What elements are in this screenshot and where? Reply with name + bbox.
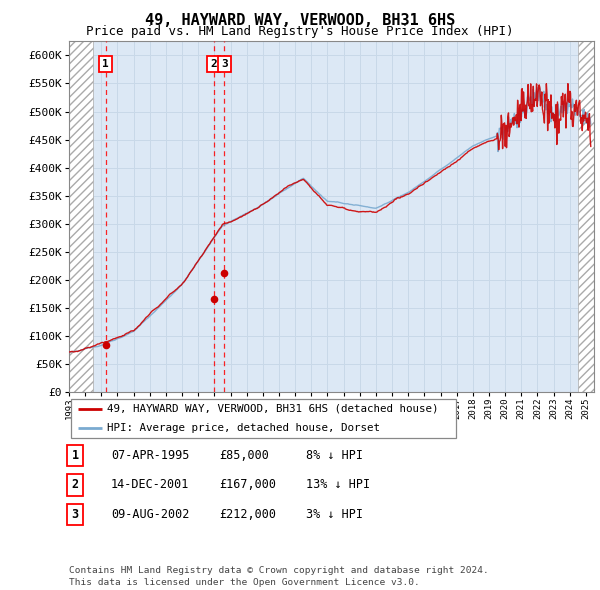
Text: 8% ↓ HPI: 8% ↓ HPI <box>306 449 363 462</box>
Text: 1: 1 <box>71 449 79 462</box>
Text: 07-APR-1995: 07-APR-1995 <box>111 449 190 462</box>
Text: 49, HAYWARD WAY, VERWOOD, BH31 6HS (detached house): 49, HAYWARD WAY, VERWOOD, BH31 6HS (deta… <box>107 404 439 414</box>
FancyBboxPatch shape <box>71 399 456 438</box>
Text: £167,000: £167,000 <box>219 478 276 491</box>
Text: Contains HM Land Registry data © Crown copyright and database right 2024.
This d: Contains HM Land Registry data © Crown c… <box>69 566 489 587</box>
Text: 2: 2 <box>71 478 79 491</box>
Text: HPI: Average price, detached house, Dorset: HPI: Average price, detached house, Dors… <box>107 423 380 433</box>
Text: Price paid vs. HM Land Registry's House Price Index (HPI): Price paid vs. HM Land Registry's House … <box>86 25 514 38</box>
Text: 3: 3 <box>221 59 227 69</box>
Text: £212,000: £212,000 <box>219 508 276 521</box>
Text: 49, HAYWARD WAY, VERWOOD, BH31 6HS: 49, HAYWARD WAY, VERWOOD, BH31 6HS <box>145 13 455 28</box>
Text: 14-DEC-2001: 14-DEC-2001 <box>111 478 190 491</box>
Text: 2: 2 <box>211 59 217 69</box>
Text: 3% ↓ HPI: 3% ↓ HPI <box>306 508 363 521</box>
Text: 09-AUG-2002: 09-AUG-2002 <box>111 508 190 521</box>
Text: £85,000: £85,000 <box>219 449 269 462</box>
Text: 1: 1 <box>102 59 109 69</box>
Text: 3: 3 <box>71 508 79 521</box>
Text: 13% ↓ HPI: 13% ↓ HPI <box>306 478 370 491</box>
